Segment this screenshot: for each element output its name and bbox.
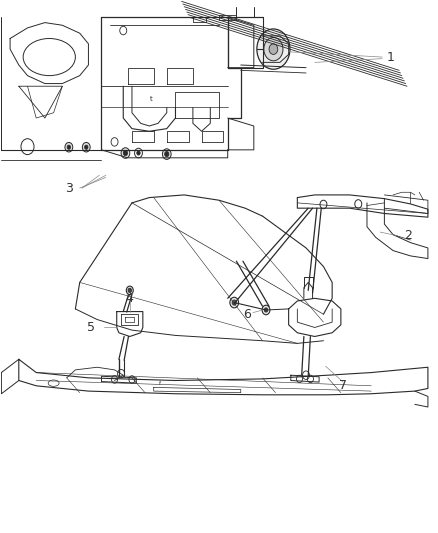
- Text: 5: 5: [87, 321, 95, 334]
- Circle shape: [264, 308, 268, 312]
- Text: 6: 6: [244, 308, 251, 321]
- Circle shape: [162, 149, 171, 159]
- Circle shape: [121, 148, 130, 158]
- Circle shape: [257, 29, 290, 69]
- Text: 2: 2: [404, 229, 412, 242]
- Circle shape: [67, 145, 71, 149]
- Text: 1: 1: [387, 51, 395, 63]
- Text: 3: 3: [65, 182, 73, 195]
- Circle shape: [65, 142, 73, 152]
- Text: f: f: [159, 381, 161, 386]
- Text: 7: 7: [339, 379, 347, 392]
- Circle shape: [82, 142, 90, 152]
- Circle shape: [126, 286, 133, 295]
- Circle shape: [232, 300, 237, 305]
- Circle shape: [230, 297, 239, 308]
- Circle shape: [85, 145, 88, 149]
- Circle shape: [128, 288, 131, 293]
- Circle shape: [165, 151, 169, 157]
- Circle shape: [269, 44, 278, 54]
- Text: t: t: [150, 96, 153, 102]
- Circle shape: [264, 37, 283, 61]
- Circle shape: [137, 151, 140, 155]
- Circle shape: [123, 150, 127, 156]
- Circle shape: [262, 305, 270, 315]
- Text: 4: 4: [126, 292, 134, 305]
